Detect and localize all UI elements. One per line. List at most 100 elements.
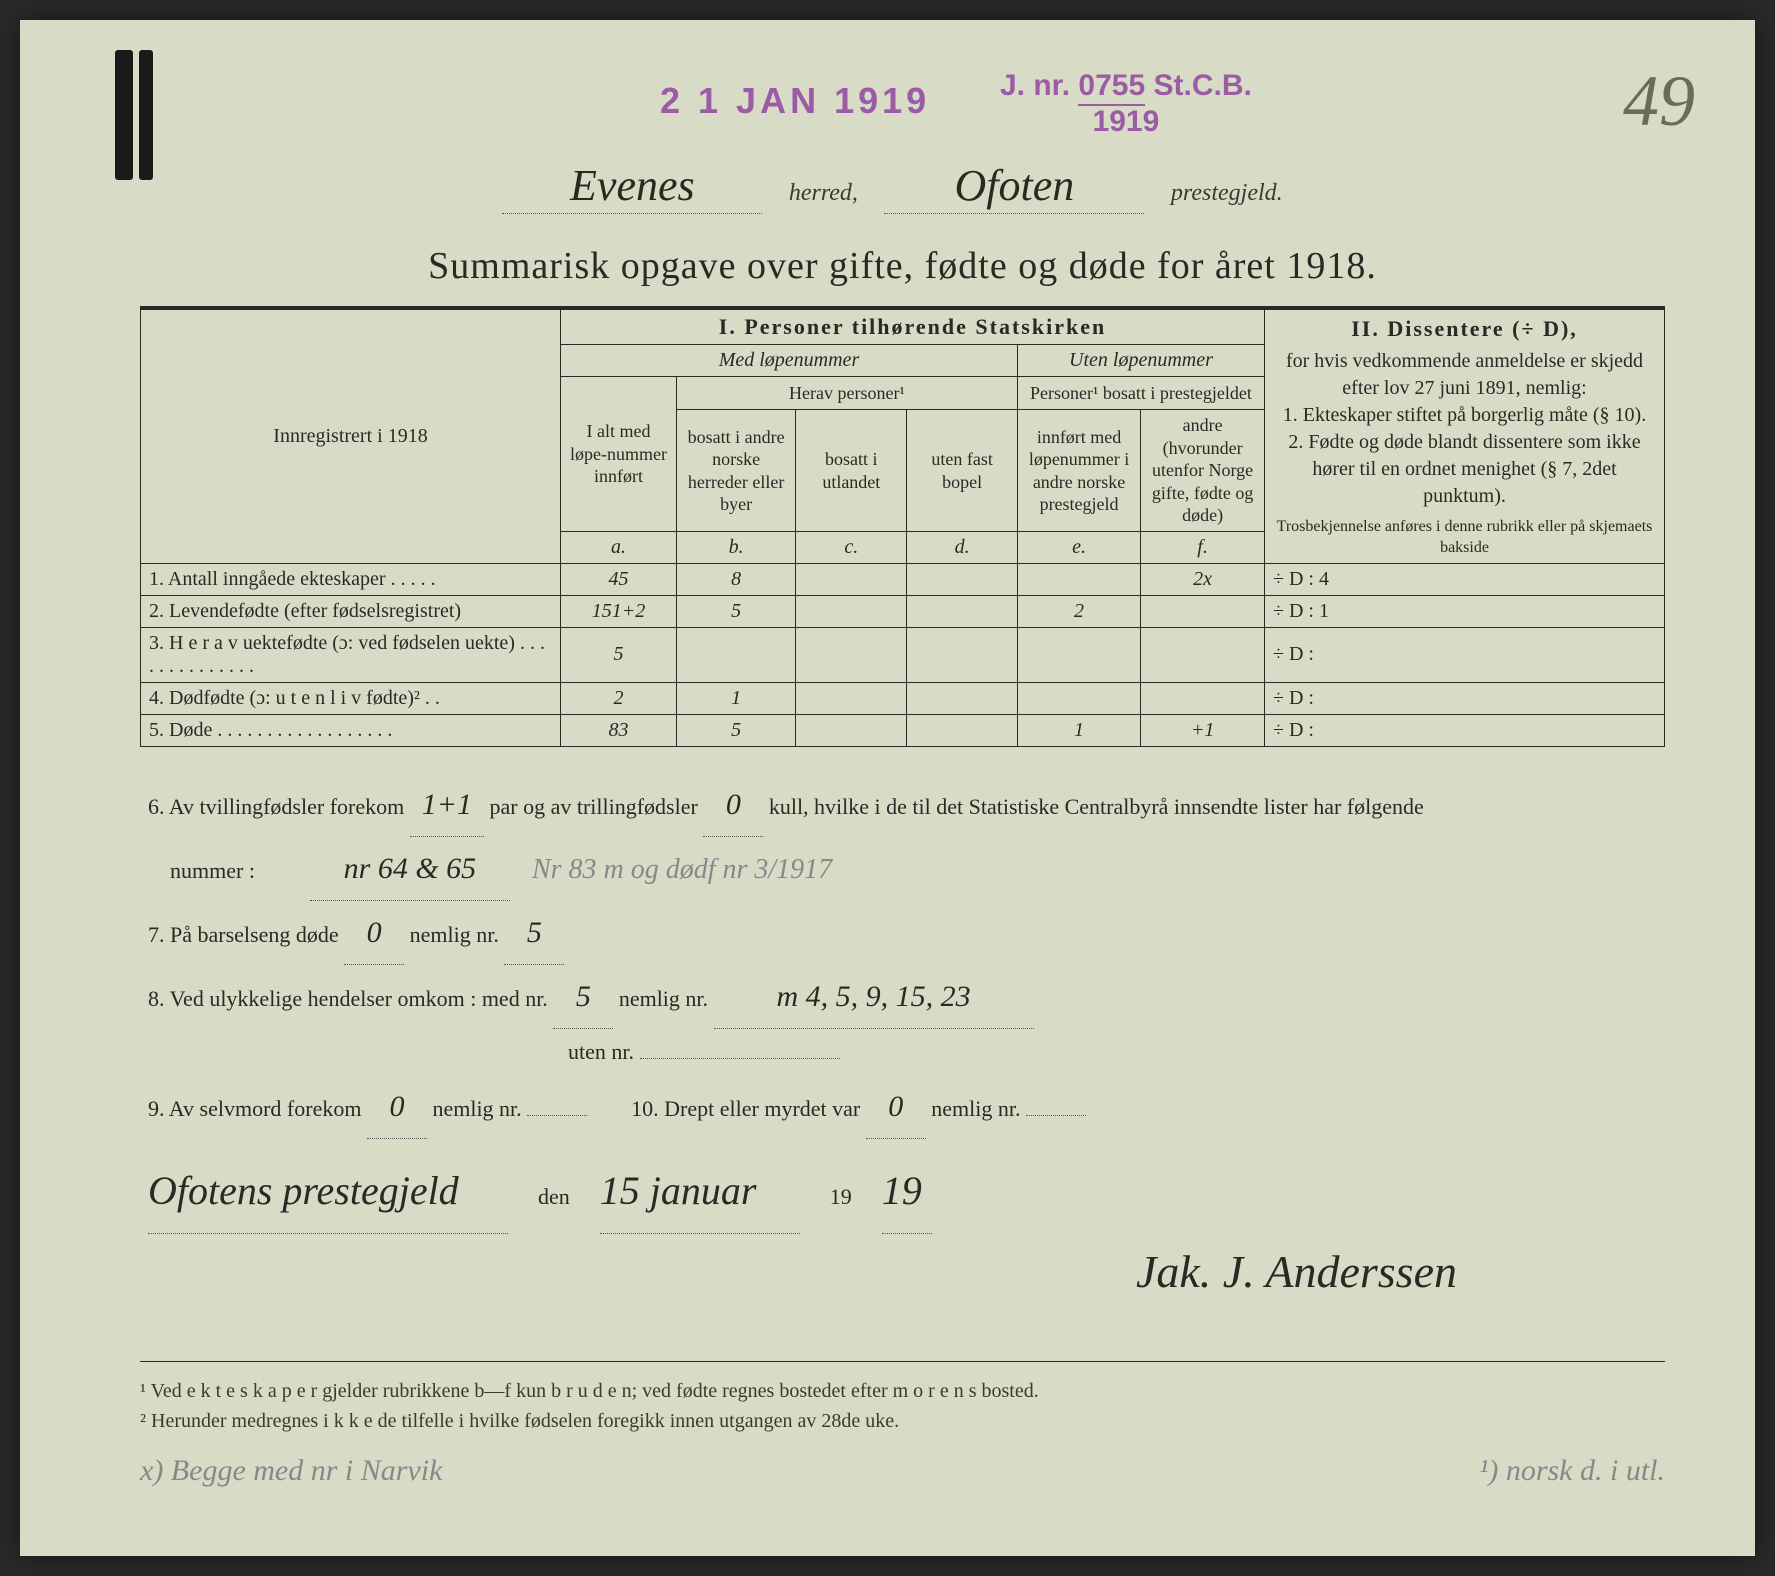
row5-label: 5. Døde . . . . . . . . . . . . . . . . … bbox=[141, 714, 561, 746]
date-day: 15 januar bbox=[600, 1149, 800, 1234]
prestegjeld-label: prestegjeld. bbox=[1171, 180, 1283, 206]
section2-title: II. Dissentere (÷ D), bbox=[1273, 314, 1656, 344]
table-row: 5. Døde . . . . . . . . . . . . . . . . … bbox=[141, 714, 1665, 746]
row4-label: 4. Dødfødte (ɔ: u t e n l i v fødte)² . … bbox=[141, 682, 561, 714]
row2-e: 2 bbox=[1017, 595, 1140, 627]
table-row: 4. Dødfødte (ɔ: u t e n l i v fødte)² . … bbox=[141, 682, 1665, 714]
q6-pencil-note: Nr 83 m og dødf nr 3/1917 bbox=[532, 854, 832, 885]
col-d-letter: d. bbox=[907, 531, 1018, 563]
place-signature: Ofotens prestegjeld bbox=[148, 1149, 508, 1234]
section1-head: I. Personer tilhørende Statskirken bbox=[561, 308, 1265, 345]
table-row: 1. Antall inngåede ekteskaper . . . . . … bbox=[141, 563, 1665, 595]
row1-f: 2x bbox=[1141, 563, 1265, 595]
pers-bosatt-head: Personer¹ bosatt i prestegjeldet bbox=[1017, 377, 1264, 410]
col-e-head: innført med løpenummer i andre norske pr… bbox=[1017, 410, 1140, 532]
q10-nr bbox=[1026, 1115, 1086, 1116]
row2-d bbox=[907, 595, 1018, 627]
document-page: 2 1 JAN 1919 J. nr. 0755 St.C.B. 1919 49… bbox=[20, 20, 1755, 1556]
q7: 7. På barselseng døde 0 nemlig nr. 5 bbox=[148, 901, 1657, 965]
journal-number-stamp: J. nr. 0755 St.C.B. 1919 bbox=[1000, 68, 1252, 140]
table-row: 3. H e r a v uektefødte (ɔ: ved fødselen… bbox=[141, 627, 1665, 682]
jnr-suffix: St.C.B. bbox=[1153, 69, 1251, 102]
row5-d bbox=[907, 714, 1018, 746]
diss-text2: 1. Ekteskaper stiftet på borgerlig måte … bbox=[1283, 404, 1646, 426]
row2-f bbox=[1141, 595, 1265, 627]
row4-diss: ÷ D : bbox=[1265, 682, 1665, 714]
footnote1: ¹ Ved e k t e s k a p e r gjelder rubrik… bbox=[140, 1376, 1665, 1406]
row2-label: 2. Levendefødte (efter fødselsregistret) bbox=[141, 595, 561, 627]
pencil-note-left: x) Begge med nr i Narvik bbox=[140, 1454, 442, 1488]
jnr-year: 1919 bbox=[1093, 105, 1160, 138]
diss-text1: for hvis vedkommende anmeldelse er skjed… bbox=[1286, 350, 1643, 399]
date-year: 19 bbox=[882, 1149, 932, 1234]
staple-mark bbox=[115, 50, 133, 180]
footnotes: ¹ Ved e k t e s k a p e r gjelder rubrik… bbox=[140, 1361, 1665, 1436]
q6: 6. Av tvillingfødsler forekom 1+1 par og… bbox=[148, 773, 1657, 901]
header-line: Evenes herred, Ofoten prestegjeld. bbox=[140, 160, 1665, 214]
jnr-number: 0755 bbox=[1078, 69, 1145, 106]
row4-e bbox=[1017, 682, 1140, 714]
form-title: Summarisk opgave over gifte, fødte og dø… bbox=[140, 244, 1665, 288]
q6-val2: 0 bbox=[703, 773, 763, 837]
col-f-head: andre (hvorunder utenfor Norge gifte, fø… bbox=[1141, 410, 1265, 532]
row1-e bbox=[1017, 563, 1140, 595]
q6-nums: nr 64 & 65 bbox=[310, 837, 510, 901]
row4-a: 2 bbox=[561, 682, 677, 714]
row4-f bbox=[1141, 682, 1265, 714]
row1-diss: ÷ D : 4 bbox=[1265, 563, 1665, 595]
col-d-head: uten fast bopel bbox=[907, 410, 1018, 532]
col-c-head: bosatt i utlandet bbox=[796, 410, 907, 532]
med-lop-head: Med løpenummer bbox=[561, 345, 1018, 377]
row5-e: 1 bbox=[1017, 714, 1140, 746]
q8-nr: m 4, 5, 9, 15, 23 bbox=[714, 965, 1034, 1029]
row1-c bbox=[796, 563, 907, 595]
row2-c bbox=[796, 595, 907, 627]
row3-f bbox=[1141, 627, 1265, 682]
diss-text4: Trosbekjennelse anføres i denne rubrikk … bbox=[1273, 516, 1656, 559]
innreg-label: Innregistrert i 1918 bbox=[141, 308, 561, 563]
pencil-note-right: ¹) norsk d. i utl. bbox=[1479, 1454, 1665, 1488]
row4-b: 1 bbox=[677, 682, 796, 714]
q8-uten-val bbox=[640, 1058, 840, 1059]
row3-e bbox=[1017, 627, 1140, 682]
q7-nr: 5 bbox=[504, 901, 564, 965]
diss-text3: 2. Fødte og døde blandt dissentere som i… bbox=[1288, 431, 1640, 507]
row3-a: 5 bbox=[561, 627, 677, 682]
col-a-letter: a. bbox=[561, 531, 677, 563]
row3-diss: ÷ D : bbox=[1265, 627, 1665, 682]
herred-value: Evenes bbox=[502, 160, 762, 214]
row4-c bbox=[796, 682, 907, 714]
signature: Jak. J. Anderssen bbox=[1136, 1246, 1457, 1297]
footnote2: ² Herunder medregnes i k k e de tilfelle… bbox=[140, 1406, 1665, 1436]
prestegjeld-value: Ofoten bbox=[884, 160, 1144, 214]
q8: 8. Ved ulykkelige hendelser omkom : med … bbox=[148, 965, 1657, 1075]
herav-head: Herav personer¹ bbox=[677, 377, 1018, 410]
page-number: 49 bbox=[1623, 60, 1695, 143]
row2-b: 5 bbox=[677, 595, 796, 627]
q10-val: 0 bbox=[866, 1075, 926, 1139]
q6-val1: 1+1 bbox=[410, 773, 484, 837]
row1-a: 45 bbox=[561, 563, 677, 595]
uten-lop-head: Uten løpenummer bbox=[1017, 345, 1264, 377]
jnr-prefix: J. nr. bbox=[1000, 69, 1070, 102]
section2-box: II. Dissentere (÷ D), for hvis vedkommen… bbox=[1265, 308, 1665, 563]
main-table: Innregistrert i 1918 I. Personer tilhøre… bbox=[140, 306, 1665, 747]
col-f-letter: f. bbox=[1141, 531, 1265, 563]
q9-q10: 9. Av selvmord forekom 0 nemlig nr. 10. … bbox=[148, 1075, 1657, 1139]
date-stamp: 2 1 JAN 1919 bbox=[660, 80, 930, 122]
row3-d bbox=[907, 627, 1018, 682]
lower-questions: 6. Av tvillingfødsler forekom 1+1 par og… bbox=[140, 763, 1665, 1331]
row1-label: 1. Antall inngåede ekteskaper . . . . . bbox=[141, 563, 561, 595]
q7-val: 0 bbox=[344, 901, 404, 965]
col-c-letter: c. bbox=[796, 531, 907, 563]
col-a-head: I alt med løpe-nummer innført bbox=[561, 377, 677, 532]
q9-val: 0 bbox=[367, 1075, 427, 1139]
row4-d bbox=[907, 682, 1018, 714]
row5-c bbox=[796, 714, 907, 746]
q9-nr bbox=[527, 1115, 587, 1116]
row1-b: 8 bbox=[677, 563, 796, 595]
row3-label: 3. H e r a v uektefødte (ɔ: ved fødselen… bbox=[141, 627, 561, 682]
row3-c bbox=[796, 627, 907, 682]
row5-a: 83 bbox=[561, 714, 677, 746]
col-e-letter: e. bbox=[1017, 531, 1140, 563]
